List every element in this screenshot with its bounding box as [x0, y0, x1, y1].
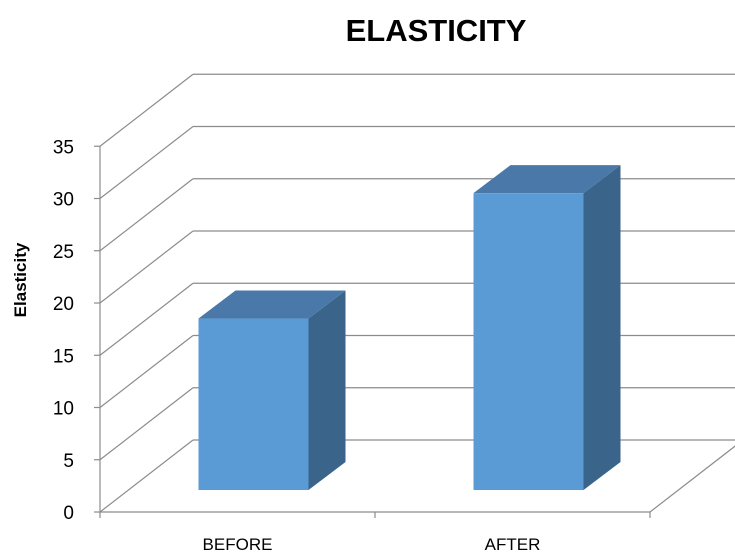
- bar-top-face: [473, 165, 621, 194]
- gridline-side: [99, 178, 194, 252]
- y-tick-label: 10: [53, 399, 74, 420]
- gridline-side: [99, 335, 194, 408]
- bar-side-face: [308, 290, 346, 490]
- tick-labels: 0 5 10 15 20 25 30 35 BEFORE AFTER: [53, 137, 541, 554]
- y-tick-label: 5: [63, 451, 74, 472]
- y-tick-label: 0: [63, 503, 74, 524]
- bar-after: [473, 165, 621, 490]
- bar-side-face: [583, 165, 621, 490]
- y-tick-label: 30: [53, 190, 74, 211]
- chart-title: ELASTICITY: [346, 13, 527, 48]
- bar-top-face: [198, 290, 346, 319]
- x-category-label: BEFORE: [203, 535, 273, 554]
- bar-front-face: [473, 193, 584, 490]
- y-tick-label: 20: [53, 294, 74, 315]
- bars: [198, 165, 621, 490]
- floor-edge: [649, 445, 735, 513]
- gridlines: [99, 73, 735, 513]
- gridline-side: [99, 126, 194, 199]
- bar-front-face: [198, 318, 309, 490]
- y-axis-label: Elasticity: [11, 242, 30, 317]
- gridline-side: [99, 439, 194, 513]
- x-category-label: AFTER: [485, 535, 541, 554]
- gridline-side: [99, 387, 194, 461]
- y-tick-label: 25: [53, 242, 74, 263]
- axes: [94, 145, 735, 518]
- gridline-side: [99, 282, 194, 356]
- gridline-side: [99, 73, 194, 147]
- y-tick-label: 15: [53, 346, 74, 367]
- y-tick-label: 35: [53, 137, 74, 158]
- bar-before: [198, 290, 346, 490]
- gridline-side: [99, 230, 194, 304]
